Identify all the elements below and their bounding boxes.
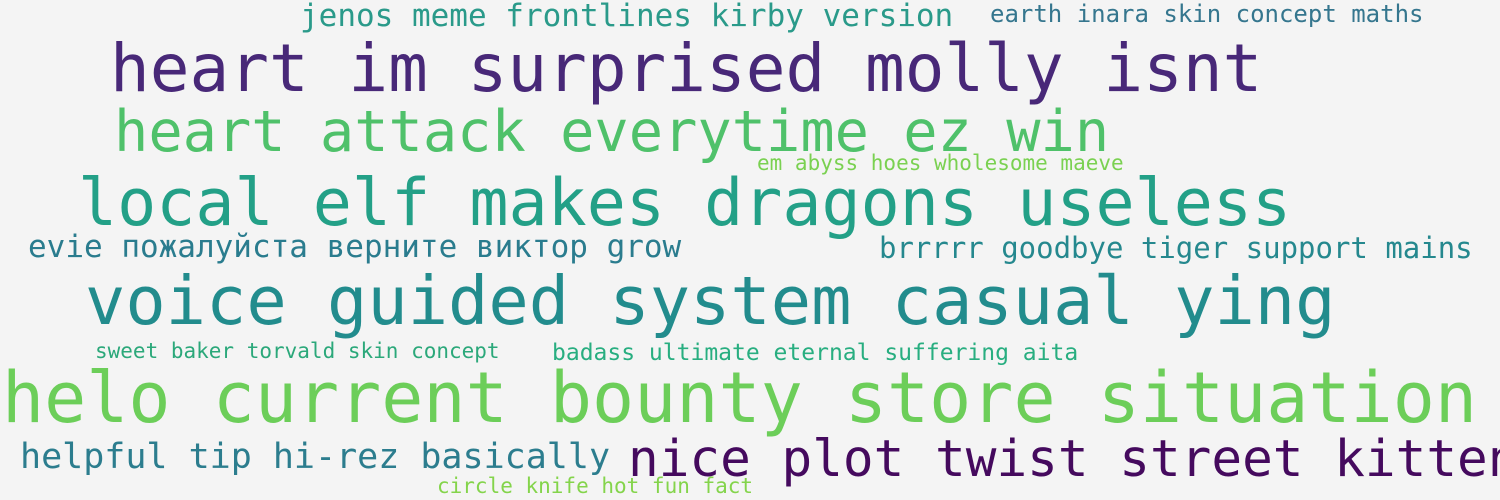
phrase-em-abyss: em abyss hoes wholesome maeve: [757, 151, 1124, 175]
phrase-local-elf: local elf makes dragons useless: [78, 166, 1292, 241]
phrase-sweet-baker: sweet baker torvald skin concept: [95, 339, 500, 363]
phrase-badass-ultimate: badass ultimate eternal suffering aita: [552, 340, 1079, 366]
phrase-circle-knife: circle knife hot fun fact: [437, 474, 754, 498]
phrase-heart-molly: heart im surprised molly isnt: [110, 30, 1263, 107]
phrase-helo-current: helo current bounty store situation: [2, 357, 1478, 439]
phrase-voice-guided: voice guided system casual ying: [85, 262, 1336, 340]
phrase-brrrrr: brrrrr goodbye tiger support mains: [879, 231, 1473, 265]
phrase-jenos-meme: jenos meme frontlines kirby version: [300, 0, 954, 34]
phrase-evie: evie пожалуйста верните виктор grow: [28, 229, 682, 265]
phrase-heart-attack: heart attack everytime ez win: [114, 99, 1110, 165]
phrase-helpful-tip: helpful tip hi-rez basically: [20, 437, 611, 477]
phrase-nice-plot: nice plot twist street kitten: [628, 430, 1500, 489]
phrase-earth-inara: earth inara skin concept maths: [990, 0, 1424, 28]
